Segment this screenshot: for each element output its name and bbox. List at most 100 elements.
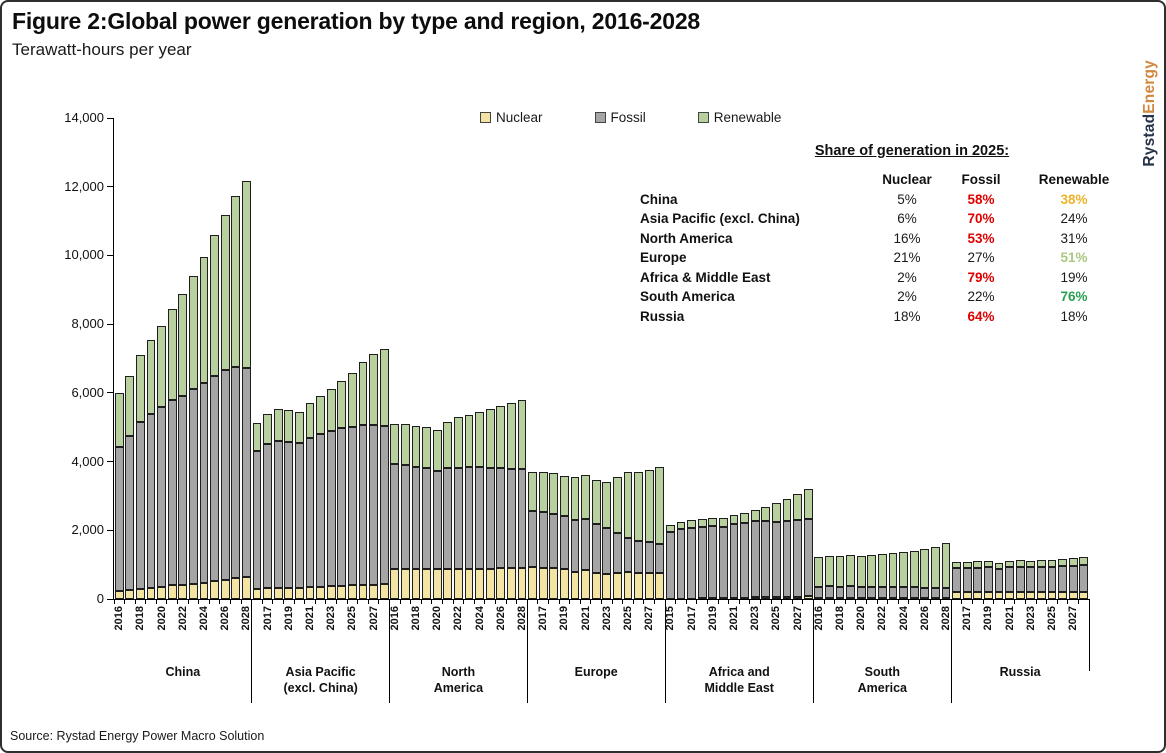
x-axis-year-label: 2021: [727, 606, 740, 631]
bar-segment-renewable: [665, 525, 675, 533]
x-axis-tick: [971, 600, 973, 604]
bar-segment-renewable: [994, 563, 1004, 570]
bar-segment-fossil: [560, 516, 569, 570]
x-axis-year-label: 2019: [282, 606, 295, 631]
bar-segment-renewable: [305, 403, 315, 438]
x-axis-tick: [410, 600, 412, 604]
bar-segment-nuclear: [581, 570, 590, 599]
share-value-renewable: 18%: [1060, 308, 1088, 324]
bar-segment-fossil: [867, 586, 877, 599]
x-axis-tick: [569, 600, 571, 604]
bar-segment-renewable: [655, 467, 665, 544]
bar-segment-nuclear: [284, 587, 294, 599]
x-axis-year-label: 2021: [1003, 606, 1016, 631]
legend-label: Fossil: [610, 110, 646, 125]
bar-segment-fossil: [687, 527, 696, 599]
bar-segment-renewable: [740, 512, 749, 523]
share-value-renewable: 38%: [1060, 191, 1088, 207]
x-axis-tick: [887, 600, 889, 604]
bar-segment-renewable: [708, 517, 718, 527]
bar-segment-renewable: [591, 479, 601, 525]
x-axis-tick: [230, 600, 232, 604]
bar-segment-renewable: [962, 561, 972, 568]
bar-segment-fossil: [697, 526, 707, 599]
legend-label: Renewable: [713, 110, 782, 125]
x-axis-tick: [802, 600, 804, 604]
x-axis-tick: [865, 600, 867, 604]
share-value-fossil: 70%: [967, 211, 995, 226]
bar-segment-renewable: [454, 417, 463, 468]
x-axis-tick: [759, 600, 761, 604]
bar-segment-renewable: [644, 470, 654, 543]
bar-segment-fossil: [443, 468, 453, 570]
bar-segment-renewable: [252, 422, 262, 451]
bar-segment-renewable: [814, 557, 824, 587]
bar-segment-nuclear: [1026, 591, 1036, 599]
x-axis-tick: [113, 600, 115, 604]
x-axis-tick: [187, 600, 189, 604]
x-axis-tick: [261, 600, 263, 604]
bar-segment-nuclear: [782, 596, 792, 599]
bar-segment-renewable: [750, 510, 760, 522]
bar-segment-fossil: [369, 424, 379, 585]
bar-segment-renewable: [909, 550, 919, 588]
x-axis-tick: [653, 600, 655, 604]
bar-segment-nuclear: [655, 572, 665, 599]
y-axis-line: [113, 118, 114, 600]
bar-segment-nuclear: [517, 568, 527, 599]
region-separator: [1088, 599, 1090, 671]
bar-segment-renewable: [507, 403, 516, 469]
bar-segment-fossil: [485, 467, 495, 569]
x-axis-tick: [812, 600, 814, 604]
bar-segment-fossil: [411, 466, 421, 570]
bar-segment-renewable: [1079, 557, 1089, 566]
x-axis-year-label: 2023: [600, 606, 613, 631]
x-axis-tick: [526, 600, 528, 604]
bar-segment-renewable: [1068, 558, 1078, 566]
x-axis-year-label: 2019: [558, 606, 571, 631]
bar-segment-nuclear: [411, 569, 421, 599]
x-axis-tick: [1003, 600, 1005, 604]
x-axis-tick: [251, 600, 253, 604]
y-axis-tick: [107, 186, 113, 188]
bar-segment-fossil: [729, 524, 739, 598]
share-value-nuclear: 6%: [897, 211, 917, 226]
y-axis-label: 10,000: [64, 247, 104, 263]
bar-segment-nuclear: [602, 573, 612, 599]
x-axis-year-label: 2018: [410, 606, 423, 631]
bar-segment-nuclear: [771, 597, 781, 599]
x-axis-tick: [325, 600, 327, 604]
bar-segment-nuclear: [793, 596, 802, 599]
bar-segment-nuclear: [189, 584, 198, 599]
bar-segment-renewable: [178, 294, 188, 396]
x-axis-year-label: 2020: [155, 606, 168, 631]
x-axis-year-label: 2026: [918, 606, 931, 631]
bar-segment-fossil: [793, 519, 802, 597]
x-axis-tick: [145, 600, 147, 604]
x-axis-tick: [1056, 600, 1058, 604]
x-axis-tick: [982, 600, 984, 604]
bar-segment-nuclear: [295, 587, 304, 599]
figure-title: Figure 2:Global power generation by type…: [12, 8, 700, 34]
x-axis-year-label: 2022: [176, 606, 189, 631]
bar-segment-fossil: [114, 447, 124, 592]
bar-segment-fossil: [475, 467, 485, 569]
bar-segment-renewable: [125, 375, 135, 436]
bar-segment-fossil: [846, 586, 855, 599]
share-value-fossil: 22%: [967, 289, 995, 304]
x-axis-tick: [537, 600, 539, 604]
bar-segment-renewable: [411, 426, 421, 467]
x-axis-tick: [293, 600, 295, 604]
bar-segment-renewable: [1005, 560, 1014, 568]
bar-segment-renewable: [146, 340, 156, 414]
x-axis-tick: [442, 600, 444, 604]
bar-segment-nuclear: [114, 591, 124, 599]
bar-segment-renewable: [899, 552, 908, 588]
rystad-energy-logo: RystadEnergy: [1141, 60, 1159, 167]
x-axis-tick: [908, 600, 910, 604]
bar-segment-fossil: [782, 520, 792, 597]
bar-segment-nuclear: [252, 588, 262, 599]
bar-segment-renewable: [443, 422, 453, 469]
region-separator: [950, 599, 952, 703]
bar-segment-fossil: [146, 414, 156, 588]
